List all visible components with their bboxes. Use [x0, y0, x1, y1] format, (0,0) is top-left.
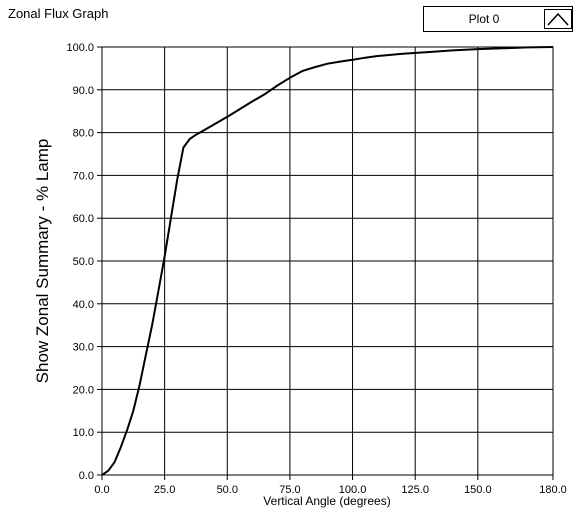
- axis-ticks: 0.0 25.0 50.0 75.0 100.0 125.0 150.0 180.0 0.0 10…: [66, 42, 566, 496]
- graph-title: Zonal Flux Graph: [8, 6, 109, 21]
- x-tick-label: 25.0: [154, 484, 175, 496]
- x-tick-label: 75.0: [279, 484, 300, 496]
- x-tick-label: 150.0: [464, 484, 492, 496]
- x-tick-label: 50.0: [217, 484, 238, 496]
- y-tick-label: 60.0: [73, 213, 94, 225]
- y-tick-label: 20.0: [73, 384, 94, 396]
- y-tick-label: 90.0: [73, 85, 94, 97]
- x-tick-label: 0.0: [94, 484, 109, 496]
- y-tick-label: 0.0: [79, 470, 94, 482]
- y-tick-label: 10.0: [73, 427, 94, 439]
- x-tick-label: 180.0: [539, 484, 567, 496]
- y-tick-label: 80.0: [73, 128, 94, 140]
- x-axis-title: Vertical Angle (degrees): [263, 494, 390, 508]
- series-layer: [101, 46, 554, 476]
- y-tick-label: 50.0: [73, 256, 94, 268]
- y-tick-label: 40.0: [73, 299, 94, 311]
- y-tick-label: 100.0: [66, 42, 94, 54]
- y-tick-label: 30.0: [73, 342, 94, 354]
- grid-lines: [101, 46, 554, 476]
- x-tick-label: 100.0: [339, 484, 367, 496]
- y-tick-label: 70.0: [73, 170, 94, 182]
- line-plot-icon[interactable]: [544, 9, 572, 29]
- y-axis-title: Show Zonal Summary - % Lamp: [33, 139, 52, 384]
- x-tick-label: 125.0: [401, 484, 429, 496]
- legend-plot-label: Plot 0: [468, 12, 500, 26]
- plot-legend[interactable]: Plot 0: [423, 6, 573, 32]
- series-line-plot-0: [101, 46, 554, 476]
